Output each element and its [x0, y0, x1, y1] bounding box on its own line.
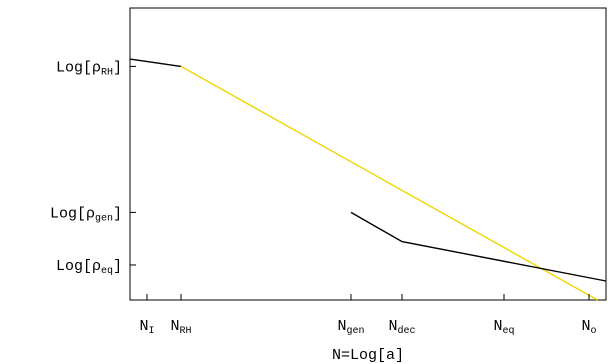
- x-tick-label-o: No: [581, 318, 596, 337]
- x-tick-label-rh: NRH: [170, 318, 191, 337]
- y-tick-label-rh: Log[ρRH]: [56, 59, 122, 78]
- x-tick-label-dec: Ndec: [388, 318, 415, 337]
- series-line-black-3: [350, 211, 607, 282]
- series-line-black-1: [129, 58, 182, 68]
- x-axis-title: N=Log[a]: [332, 347, 404, 364]
- series-line-yellow-2: [180, 65, 598, 301]
- y-tick-label-eq: Log[ρeq]: [56, 258, 122, 277]
- series-layer: [129, 58, 607, 301]
- x-tick-label-eq: Neq: [493, 318, 514, 337]
- tick-layer: NI NRH Ngen Ndec Neq No Log[ρRH] Log[ρgen] Log[ρ…: [50, 59, 597, 337]
- plot-frame: [129, 7, 607, 301]
- x-tick-label-gen: Ngen: [337, 318, 364, 337]
- y-tick-label-gen: Log[ρgen]: [50, 205, 122, 224]
- x-tick-label-i: NI: [139, 318, 154, 337]
